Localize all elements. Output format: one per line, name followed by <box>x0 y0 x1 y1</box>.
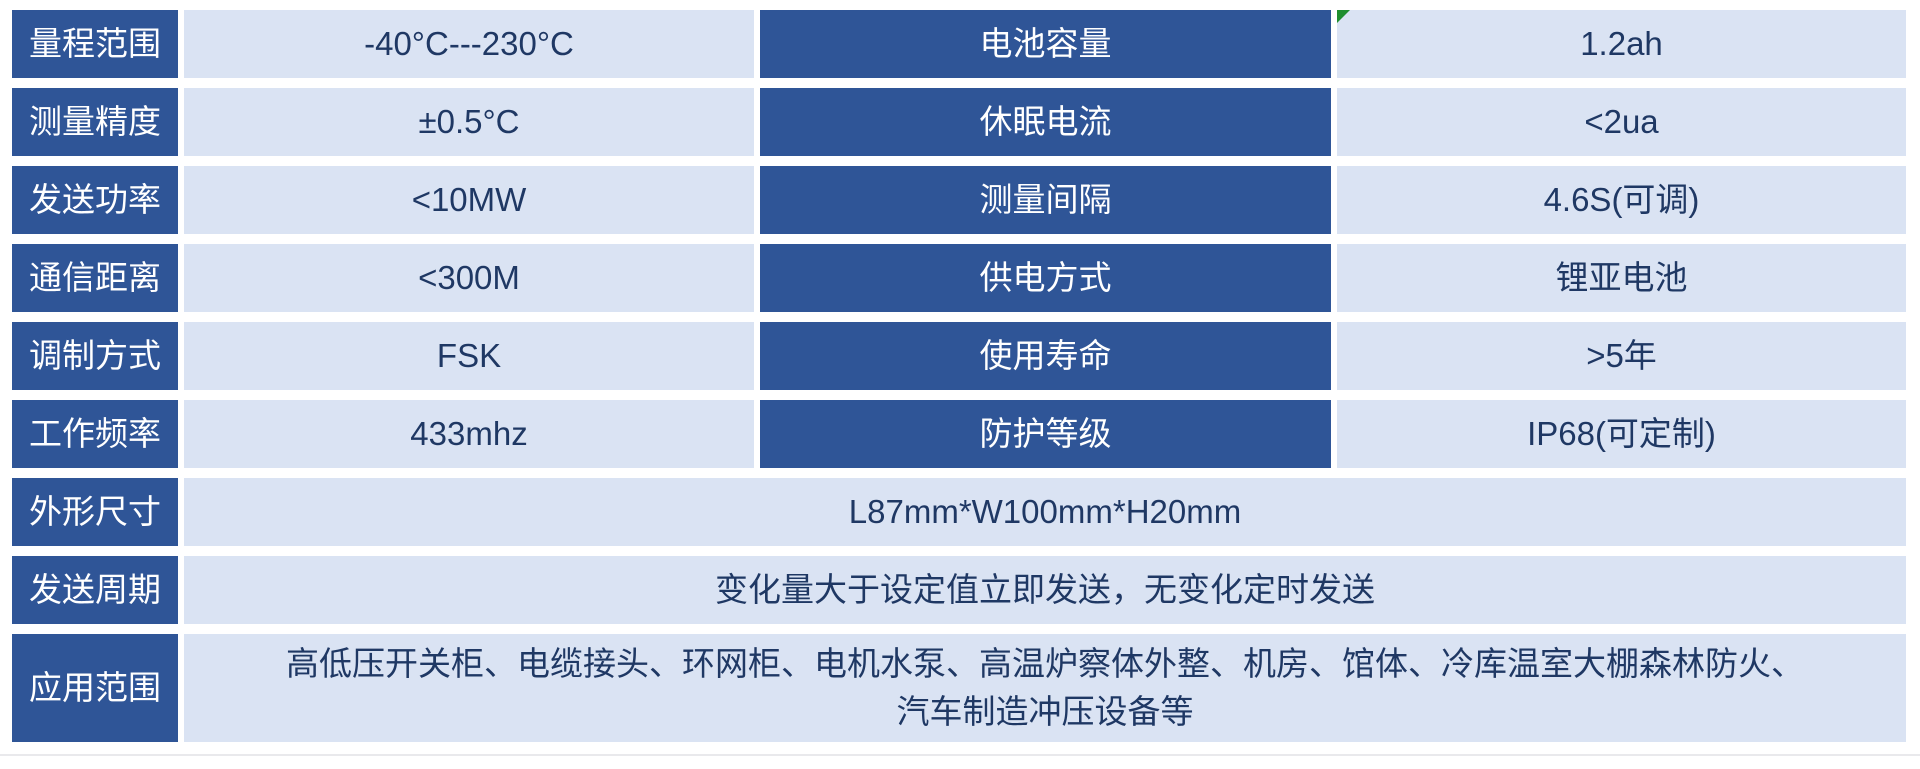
page-bottom-divider <box>0 754 1920 756</box>
spec-value-dimensions: L87mm*W100mm*H20mm <box>184 478 1906 546</box>
spec-label-sleep-current: 休眠电流 <box>760 88 1331 156</box>
spec-value-measure-interval: 4.6S(可调) <box>1337 166 1906 234</box>
spec-label-service-life: 使用寿命 <box>760 322 1331 390</box>
spec-value-frequency: 433mhz <box>184 400 754 468</box>
spec-value-service-life: >5年 <box>1337 322 1906 390</box>
spec-label-measure-interval: 测量间隔 <box>760 166 1331 234</box>
spec-value-tx-power: <10MW <box>184 166 754 234</box>
spec-label-tx-power: 发送功率 <box>12 166 178 234</box>
spec-value-protection-rating: IP68(可定制) <box>1337 400 1906 468</box>
spec-label-dimensions: 外形尺寸 <box>12 478 178 546</box>
spec-value-applications: 高低压开关柜、电缆接头、环网柜、电机水泵、高温炉察体外整、机房、馆体、冷库温室大… <box>184 634 1906 742</box>
spec-value-battery-capacity: 1.2ah <box>1337 10 1906 78</box>
spec-value-text: 1.2ah <box>1580 25 1663 63</box>
spec-value-accuracy: ±0.5°C <box>184 88 754 156</box>
spec-value-range: -40°C---230°C <box>184 10 754 78</box>
spec-label-send-cycle: 发送周期 <box>12 556 178 624</box>
spec-label-comm-distance: 通信距离 <box>12 244 178 312</box>
spec-value-send-cycle: 变化量大于设定值立即发送，无变化定时发送 <box>184 556 1906 624</box>
spec-label-range: 量程范围 <box>12 10 178 78</box>
spec-value-sleep-current: <2ua <box>1337 88 1906 156</box>
spec-label-frequency: 工作频率 <box>12 400 178 468</box>
spec-value-modulation: FSK <box>184 322 754 390</box>
spec-table: 量程范围 -40°C---230°C 电池容量 1.2ah 测量精度 ±0.5°… <box>12 10 1906 742</box>
spec-value-comm-distance: <300M <box>184 244 754 312</box>
green-corner-marker <box>1337 10 1350 23</box>
spec-label-applications: 应用范围 <box>12 634 178 742</box>
spec-label-accuracy: 测量精度 <box>12 88 178 156</box>
spec-label-battery-capacity: 电池容量 <box>760 10 1331 78</box>
spec-label-protection-rating: 防护等级 <box>760 400 1331 468</box>
spec-label-power-supply: 供电方式 <box>760 244 1331 312</box>
spec-label-modulation: 调制方式 <box>12 322 178 390</box>
spec-value-power-supply: 锂亚电池 <box>1337 244 1906 312</box>
